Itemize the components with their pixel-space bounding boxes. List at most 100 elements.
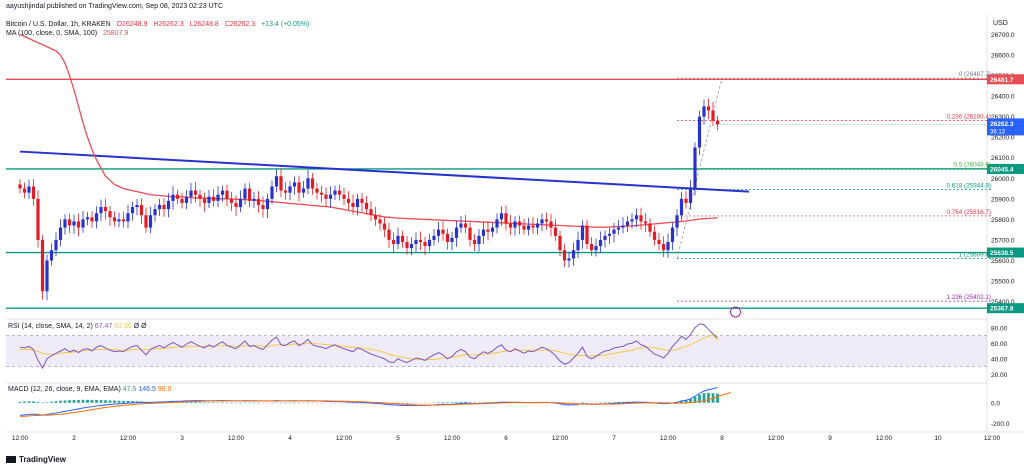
published-caption: aayushjindal published on TradingView.co… xyxy=(6,3,224,10)
candle xyxy=(99,199,103,221)
candle-body xyxy=(702,106,706,117)
candle-body xyxy=(418,239,423,242)
macd-histogram-bar xyxy=(248,402,251,404)
candle xyxy=(337,184,342,201)
macd-histogram-bar xyxy=(270,402,274,404)
macd-histogram-bar xyxy=(86,399,89,403)
candle-body xyxy=(243,188,247,199)
rsi-extra-2: Ø xyxy=(141,323,147,330)
macd-histogram-bar xyxy=(27,401,31,403)
candle xyxy=(486,221,490,241)
price-tick-label: 26700.0 xyxy=(991,32,1015,39)
candle xyxy=(391,232,396,253)
candle xyxy=(216,186,220,208)
candle xyxy=(706,98,711,120)
candle-body xyxy=(495,219,499,228)
candle-body xyxy=(612,229,616,234)
candle xyxy=(342,187,346,206)
candle xyxy=(436,222,441,243)
candle-body xyxy=(706,106,711,111)
candle xyxy=(117,212,121,228)
price-tick-label: 26600.0 xyxy=(991,52,1015,59)
candle-body xyxy=(387,229,391,240)
macd-histogram-bar xyxy=(36,401,40,403)
macd-tick-label: 0.0 xyxy=(991,400,1000,407)
macd-histogram-bar xyxy=(342,402,346,404)
rsi-line xyxy=(19,323,718,370)
macd-label: MACD (12, 26, close, 9, EMA, EMA) xyxy=(8,386,121,393)
rsi-tick-label: 40.00 xyxy=(991,356,1008,363)
candle-body xyxy=(166,200,171,210)
candle-body xyxy=(175,194,180,199)
candle-body xyxy=(355,198,360,208)
candle-body xyxy=(85,217,90,220)
candle-body xyxy=(274,176,279,187)
candle-body xyxy=(54,239,58,251)
macd-histogram-bar xyxy=(122,400,125,403)
candle-body xyxy=(288,186,292,193)
candle-body xyxy=(45,260,49,292)
alert-icon xyxy=(730,306,741,318)
candle-body xyxy=(423,241,427,247)
candle-body xyxy=(315,188,319,193)
candle-body xyxy=(301,188,306,193)
candle-body xyxy=(36,198,40,240)
candle xyxy=(621,217,625,234)
candle xyxy=(234,195,238,216)
candle-body xyxy=(328,194,333,199)
candle xyxy=(58,219,63,247)
rsi-tick-label: 60.00 xyxy=(991,341,1008,348)
candle-body xyxy=(504,213,508,224)
candle xyxy=(360,192,364,212)
candle-body xyxy=(391,239,396,245)
macd-histogram-bar xyxy=(446,402,449,403)
candle-body xyxy=(22,188,27,193)
candle xyxy=(693,142,697,196)
macd-histogram-bar xyxy=(203,402,206,403)
candle-body xyxy=(580,225,585,240)
candle xyxy=(180,192,184,209)
price-tick-label: 26300.0 xyxy=(991,114,1015,121)
macd-histogram-bar xyxy=(117,400,121,403)
candle xyxy=(247,182,252,208)
candle xyxy=(445,228,450,250)
candle-body xyxy=(463,223,468,228)
candle xyxy=(306,169,310,195)
macd-histogram-bar xyxy=(689,399,692,403)
candle xyxy=(661,236,666,258)
candle xyxy=(225,184,229,207)
candle xyxy=(373,206,378,226)
candle xyxy=(477,229,481,252)
candle-body xyxy=(76,221,81,228)
macd-histogram-bar xyxy=(423,402,427,404)
candle xyxy=(76,213,81,237)
candle-body xyxy=(238,198,243,208)
candle xyxy=(418,231,423,251)
candle-body xyxy=(562,250,567,261)
time-tick-label: 3 xyxy=(180,435,184,442)
candle xyxy=(666,233,670,258)
candle-body xyxy=(90,217,94,222)
candle-body xyxy=(369,209,373,216)
macd-histogram-bar xyxy=(464,401,467,403)
candle xyxy=(553,219,558,241)
time-tick-label: 12:00 xyxy=(336,435,353,442)
macd-histogram-bar xyxy=(590,402,593,404)
candle-body xyxy=(657,239,661,245)
macd-histogram-bar xyxy=(401,402,404,404)
candle xyxy=(670,222,675,251)
candle xyxy=(45,254,49,301)
candle-body xyxy=(139,204,144,216)
macd-histogram-bar xyxy=(680,400,683,403)
candle-body xyxy=(333,190,337,195)
macd-histogram-bar xyxy=(581,402,584,403)
price-tick-label: 25400.0 xyxy=(991,299,1015,306)
candle-body xyxy=(94,213,99,222)
ma-legend: MA (100, close, 0, SMA, 100) 25807.9 xyxy=(6,30,132,37)
time-tick-label: 6 xyxy=(504,435,508,442)
price-tick-label: 25500.0 xyxy=(991,279,1015,286)
candle-body xyxy=(157,204,162,210)
candle-body xyxy=(603,235,607,240)
candle xyxy=(702,99,706,125)
